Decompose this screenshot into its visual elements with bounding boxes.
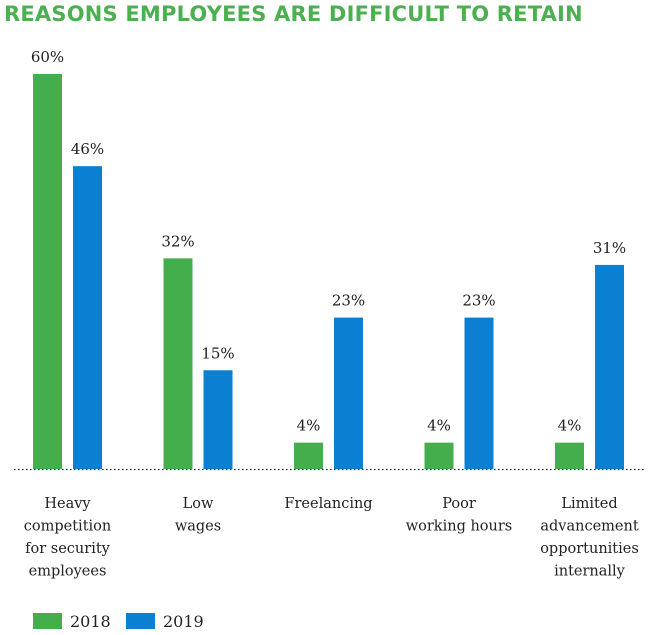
bar-2019-1	[203, 370, 233, 469]
chart-title: REASONS EMPLOYEES ARE DIFFICULT TO RETAI…	[4, 2, 583, 26]
category-label-3-0: Poor	[442, 496, 476, 512]
category-label-0-1: competition	[24, 519, 111, 535]
category-label-1-0: Low	[183, 496, 214, 512]
category-label-4-2: opportunities	[540, 541, 639, 557]
category-label-4-0: Limited	[561, 496, 617, 512]
category-label-4-1: advancement	[540, 519, 638, 535]
bar-2019-3	[464, 317, 494, 469]
value-label-2018-3: 4%	[427, 417, 451, 435]
value-label-2018-1: 32%	[161, 232, 194, 250]
value-label-2018-0: 60%	[31, 48, 64, 66]
category-label-4-3: internally	[554, 564, 626, 580]
bar-2018-0	[33, 74, 62, 469]
legend-swatch-2018	[33, 613, 62, 629]
value-label-2018-4: 4%	[558, 417, 582, 435]
bar-2018-3	[424, 442, 454, 469]
bar-2018-2	[294, 442, 323, 469]
legend-label-2018: 2018	[70, 612, 111, 631]
legend-swatch-2019	[126, 613, 155, 629]
value-label-2019-2: 23%	[332, 292, 365, 310]
value-label-2019-1: 15%	[201, 344, 234, 362]
bar-2018-4	[555, 442, 584, 469]
bar-2019-2	[334, 317, 363, 469]
category-label-0-0: Heavy	[44, 496, 91, 512]
bar-2019-4	[595, 264, 624, 469]
legend-label-2019: 2019	[163, 612, 204, 631]
category-label-0-3: employees	[29, 564, 107, 580]
bar-2018-1	[163, 258, 193, 469]
bar-2019-0	[73, 166, 102, 469]
value-label-2018-2: 4%	[297, 417, 321, 435]
category-label-3-1: working hours	[406, 519, 513, 535]
value-label-2019-0: 46%	[71, 140, 104, 158]
category-label-1-1: wages	[175, 519, 221, 535]
category-label-2-0: Freelancing	[284, 496, 372, 512]
value-label-2019-3: 23%	[462, 292, 495, 310]
category-label-0-2: for security	[25, 541, 111, 557]
value-label-2019-4: 31%	[593, 239, 626, 257]
